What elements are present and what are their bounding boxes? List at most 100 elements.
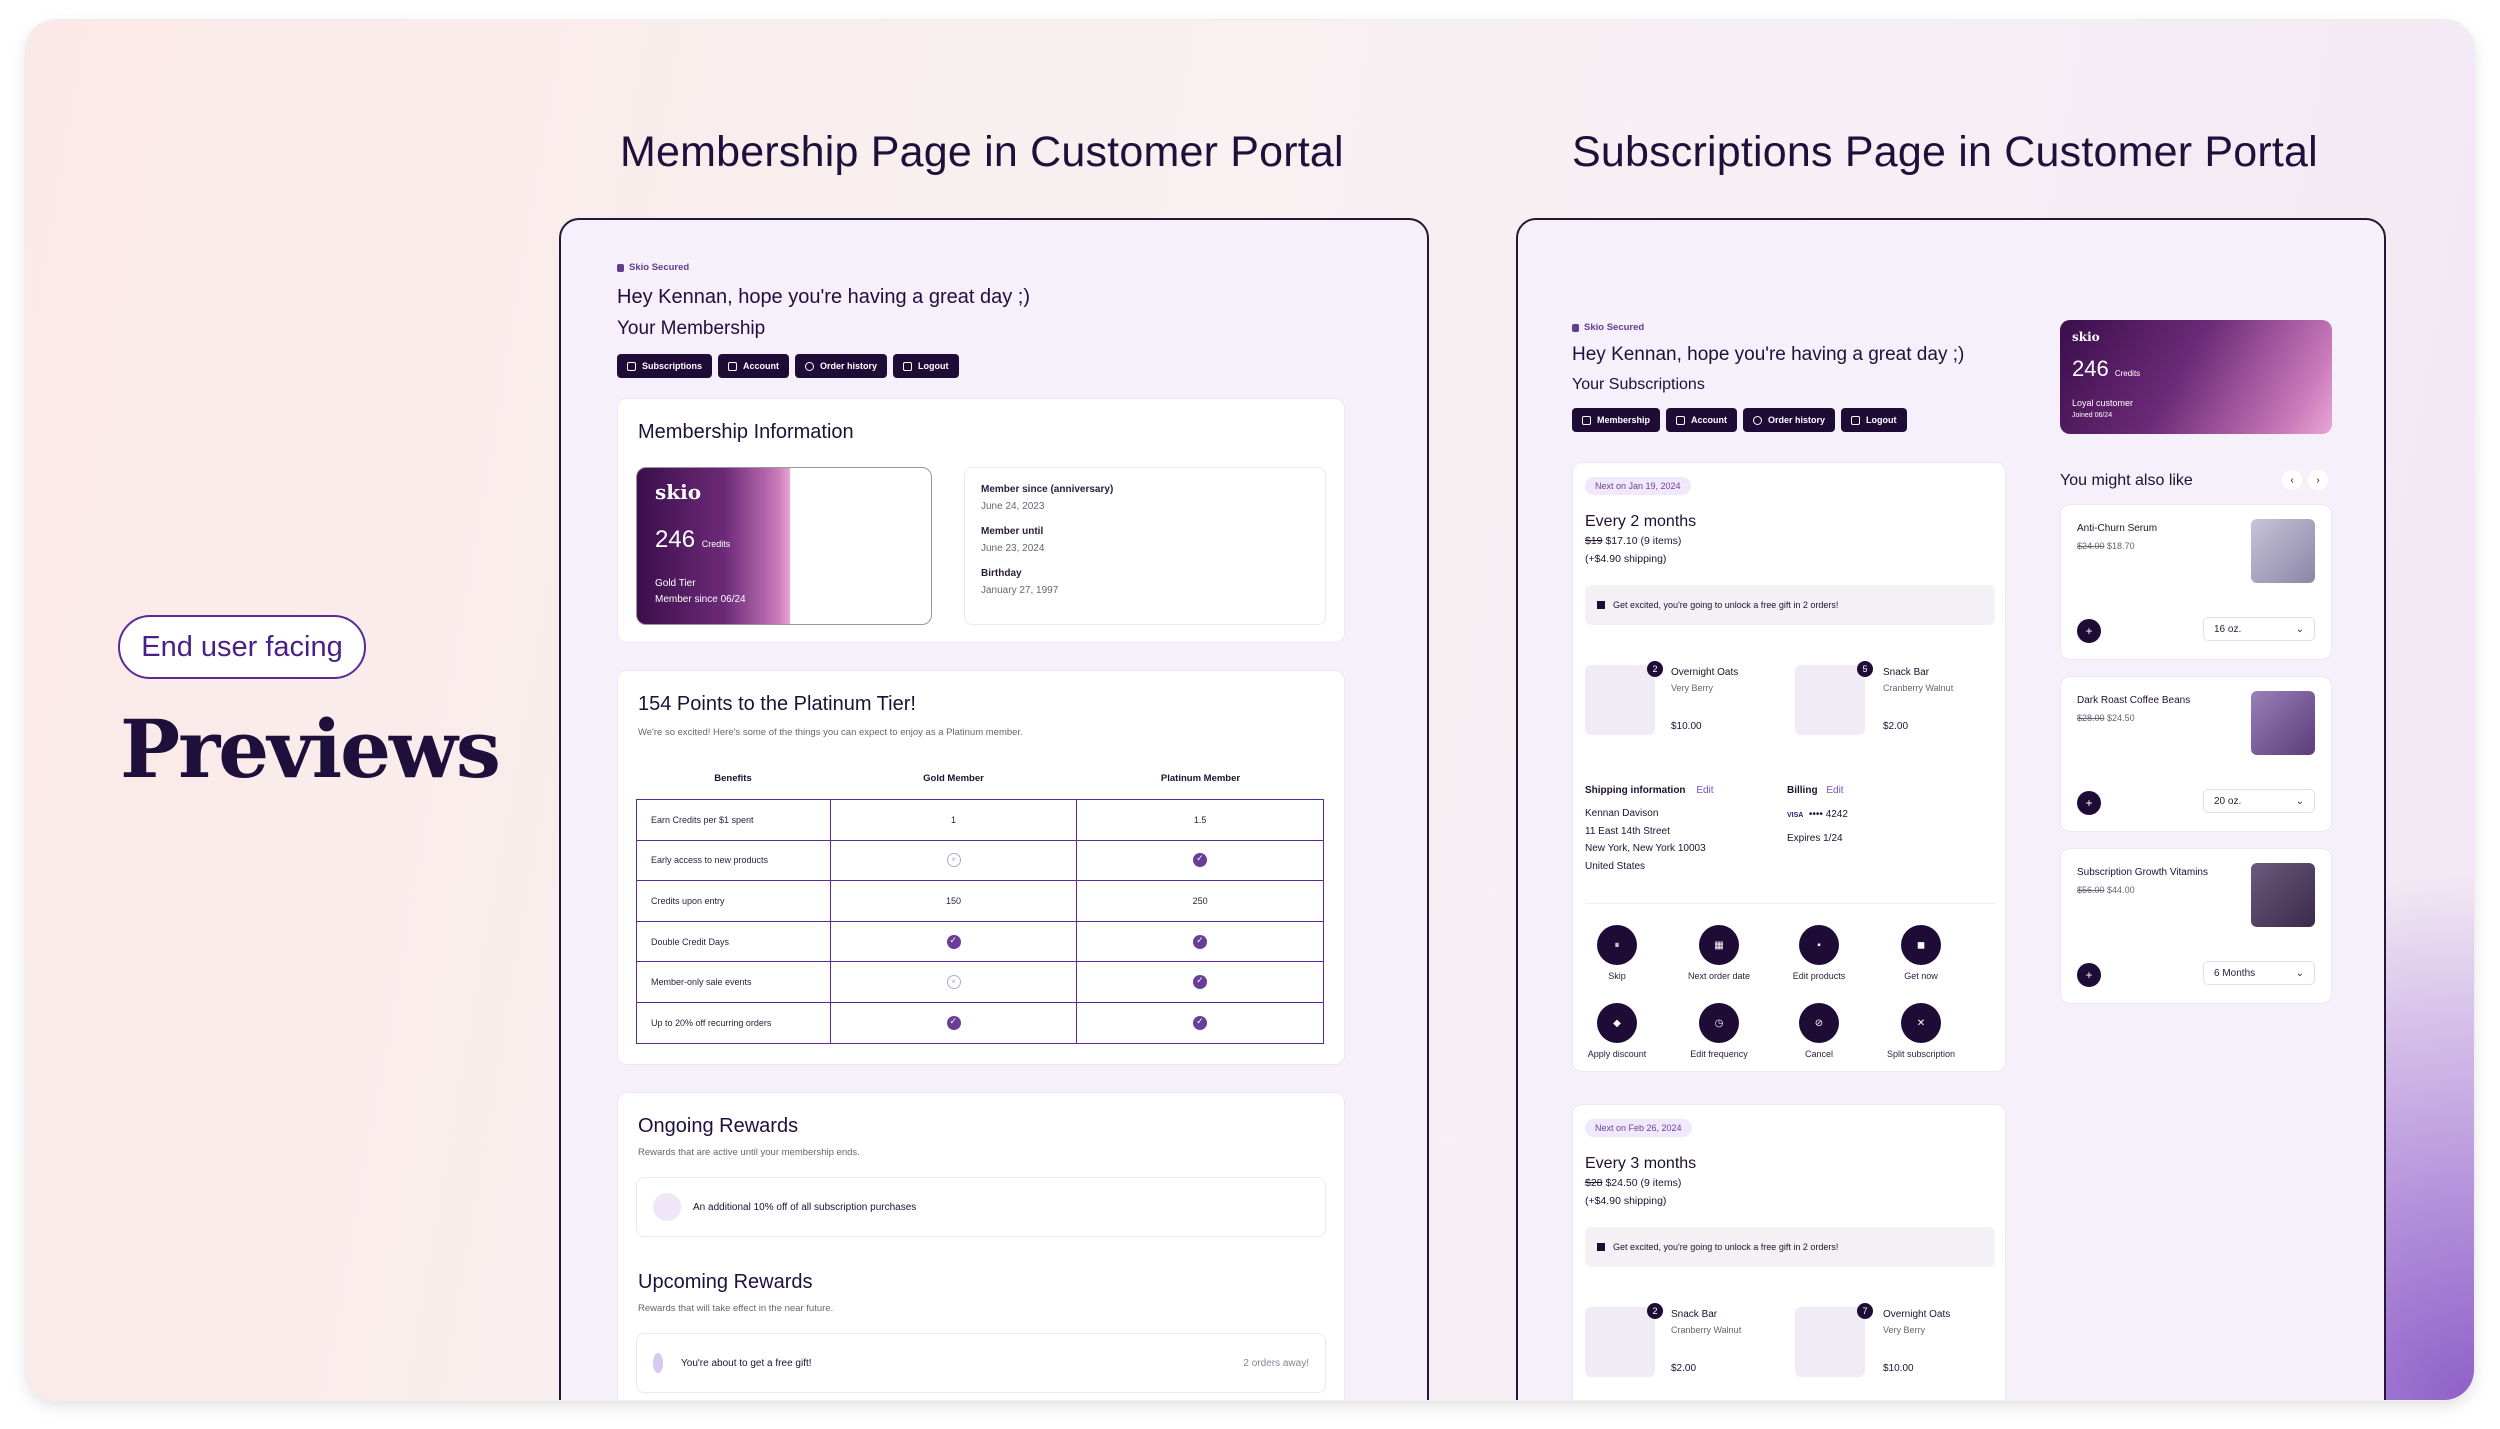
secured-label: Skio Secured — [1572, 322, 1644, 333]
upcoming-reward-item: You're about to get a free gift! 2 order… — [636, 1333, 1326, 1393]
account-button[interactable]: Account — [1666, 408, 1738, 432]
edit-billing-link[interactable]: Edit — [1826, 785, 1844, 796]
detail-value: June 24, 2023 — [981, 501, 1045, 512]
product-option-select[interactable]: 16 oz. ⌄ — [2203, 617, 2315, 641]
cancel-action[interactable]: ⊘ Cancel — [1769, 1003, 1869, 1059]
product-image — [1795, 665, 1865, 735]
grid-icon: ▪ — [1799, 925, 1839, 965]
price-line: $19 $17.10 (9 items) — [1585, 535, 1681, 547]
nav-buttons: Membership Account Order history Logout — [1572, 408, 1907, 432]
membership-button[interactable]: Membership — [1572, 408, 1661, 432]
product-card: Dark Roast Coffee Beans $28.00 $24.50 + … — [2060, 676, 2332, 832]
next-date: Next on Feb 26, 2024 — [1585, 1119, 1692, 1137]
gift-banner: Get excited, you're going to unlock a fr… — [1585, 585, 1995, 625]
item-name: Overnight Oats — [1883, 1309, 1951, 1320]
chevron-down-icon: ⌄ — [2295, 967, 2304, 979]
subscriptions-portal: Skio Secured Hey Kennan, hope you're hav… — [1516, 218, 2386, 1400]
card-credits: 246 Credits — [2072, 356, 2141, 381]
table-cell: × — [829, 961, 1078, 1003]
item-variant: Cranberry Walnut — [1883, 683, 1954, 693]
add-product-button[interactable]: + — [2077, 963, 2101, 987]
address-line: 11 East 14th Street — [1585, 825, 1670, 837]
ongoing-reward-item: An additional 10% off of all subscriptio… — [636, 1177, 1326, 1237]
card-joined: Joined 06/24 — [2072, 412, 2113, 419]
bag-icon: ◼ — [1901, 925, 1941, 965]
next-arrow-button[interactable]: › — [2308, 470, 2328, 490]
detail-label: Birthday — [981, 568, 1022, 579]
address-line: United States — [1585, 860, 1646, 872]
split-icon: ✕ — [1901, 1003, 1941, 1043]
table-cell — [1076, 839, 1324, 882]
product-option-select[interactable]: 6 Months ⌄ — [2203, 961, 2315, 985]
card-tier: Gold Tier — [655, 578, 696, 589]
upcoming-note: 2 orders away! — [1243, 1357, 1309, 1369]
split-subscription-action[interactable]: ✕ Split subscription — [1871, 1003, 1971, 1059]
product-name: Dark Roast Coffee Beans — [2077, 695, 2191, 706]
item-name: Snack Bar — [1671, 1309, 1718, 1320]
logout-button[interactable]: Logout — [1841, 408, 1907, 432]
price: $17.10 (9 items) — [1605, 535, 1682, 547]
visa-icon: VISA — [1787, 812, 1804, 819]
card-status: Loyal customer — [2072, 398, 2134, 408]
membership-heading: Membership Page in Customer Portal — [620, 128, 1344, 176]
order-history-button[interactable]: Order history — [1743, 408, 1836, 432]
user-icon — [1676, 415, 1686, 425]
logout-button[interactable]: Logout — [893, 354, 959, 378]
item-variant: Cranberry Walnut — [1671, 1325, 1742, 1335]
logout-icon — [903, 361, 913, 371]
table-row: Double Credit Days — [636, 920, 1324, 963]
nav-buttons: Subscriptions Account Order history Logo… — [617, 354, 959, 378]
check-icon — [946, 1015, 961, 1030]
add-product-button[interactable]: + — [2077, 791, 2101, 815]
card-brand: skio — [2072, 330, 2100, 344]
add-product-button[interactable]: + — [2077, 619, 2101, 643]
product-image — [2251, 519, 2315, 583]
order-history-button[interactable]: Order history — [795, 354, 888, 378]
prev-arrow-button[interactable]: ‹ — [2282, 470, 2302, 490]
item-price: $10.00 — [1883, 1363, 1914, 1374]
subscriptions-button[interactable]: Subscriptions — [617, 354, 713, 378]
table-cell — [1076, 961, 1324, 1003]
table-row: Member-only sale events × — [636, 961, 1324, 1003]
item-variant: Very Berry — [1883, 1325, 1926, 1335]
frequency: Every 2 months — [1585, 513, 1697, 530]
table-cell: 1 — [829, 799, 1078, 841]
product-name: Anti-Churn Serum — [2077, 523, 2158, 534]
table-cell: Credits upon entry — [636, 880, 831, 922]
refresh-icon — [627, 361, 636, 371]
table-row: Earn Credits per $1 spent 1 1.5 — [636, 799, 1324, 841]
subscription-card-2: Next on Feb 26, 2024 Every 3 months $28 … — [1572, 1104, 2006, 1400]
loyalty-mini-card: skio 246 Credits Loyal customer Joined 0… — [2060, 320, 2332, 434]
table-cell: Member-only sale events — [636, 961, 831, 1003]
table-cell: 250 — [1076, 880, 1324, 922]
qty-badge: 7 — [1857, 1303, 1873, 1319]
grid-icon — [1582, 415, 1591, 425]
qty-badge: 2 — [1647, 661, 1663, 677]
apply-discount-action[interactable]: ◆ Apply discount — [1567, 1003, 1667, 1059]
get-now-action[interactable]: ◼ Get now — [1871, 925, 1971, 981]
table-cell: Early access to new products — [636, 839, 831, 882]
benefits-table: Earn Credits per $1 spent 1 1.5 Early acces… — [636, 799, 1324, 1044]
edit-frequency-action[interactable]: ◷ Edit frequency — [1669, 1003, 1769, 1059]
detail-label: Member until — [981, 526, 1044, 537]
table-cell: Double Credit Days — [636, 920, 831, 963]
product-price: $28.00 $24.50 — [2077, 713, 2135, 723]
edit-shipping-link[interactable]: Edit — [1696, 785, 1714, 796]
shipping-cost: (+$4.90 shipping) — [1585, 553, 1667, 565]
next-order-date-action[interactable]: ▦ Next order date — [1669, 925, 1769, 981]
end-user-pill: End user facing — [118, 615, 366, 679]
account-button[interactable]: Account — [718, 354, 790, 378]
table-row: Up to 20% off recurring orders — [636, 1001, 1324, 1044]
membership-card: skio 246 Credits Gold Tier Member since … — [636, 467, 932, 625]
table-cell — [829, 920, 1078, 963]
tier-card: 154 Points to the Platinum Tier! We're s… — [617, 670, 1345, 1065]
product-image — [2251, 691, 2315, 755]
product-option-select[interactable]: 20 oz. ⌄ — [2203, 789, 2315, 813]
qty-badge: 5 — [1857, 661, 1873, 677]
edit-products-action[interactable]: ▪ Edit products — [1769, 925, 1869, 981]
discount-icon — [653, 1193, 681, 1221]
detail-value: June 23, 2024 — [981, 543, 1045, 554]
chevron-down-icon: ⌄ — [2295, 795, 2304, 807]
skip-action[interactable]: ⏸ Skip — [1567, 925, 1667, 981]
detail-value: January 27, 1997 — [981, 585, 1059, 596]
